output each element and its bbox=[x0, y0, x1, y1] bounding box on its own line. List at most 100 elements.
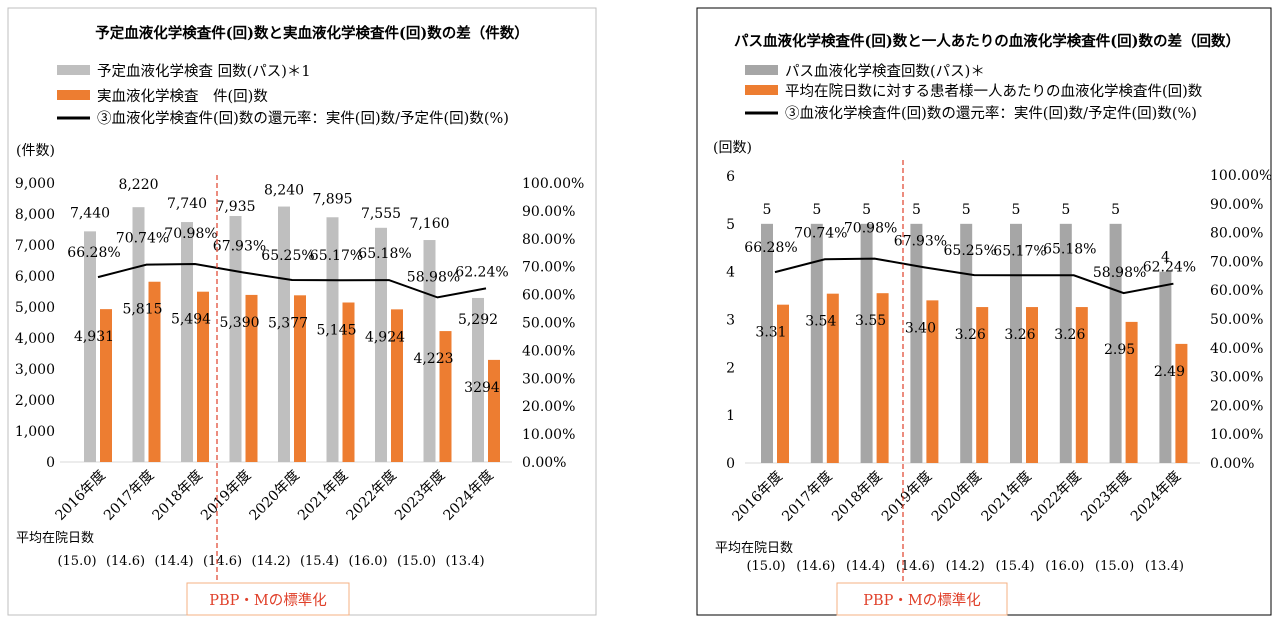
chart1-label-planned: 7,440 bbox=[70, 205, 110, 221]
chart2-bar-actual bbox=[1075, 307, 1088, 463]
chart1-pbp-box bbox=[186, 582, 350, 616]
chart2-stay-value: (13.4) bbox=[1145, 559, 1184, 574]
chart1-ytick: 4,000 bbox=[15, 331, 55, 347]
chart2-ytick: 3 bbox=[726, 313, 735, 329]
chart1-y2tick: 70.00% bbox=[522, 260, 575, 276]
chart2-label-actual: 3.54 bbox=[805, 314, 836, 330]
chart2-stay-value: (15.0) bbox=[746, 559, 785, 574]
chart1-yunit: (件数) bbox=[16, 143, 55, 159]
chart1-y2tick: 0.00% bbox=[522, 455, 566, 471]
chart1-legend-rate: ③血液化学検査件(回)数の還元率：実件(回)数/予定件(回)数(%) bbox=[97, 110, 509, 127]
chart2-y2tick: 80.00% bbox=[1210, 226, 1263, 242]
chart1-stays: (15.0) (14.6) (14.4) (14.6) (14.2) (15.4) (16.… bbox=[57, 554, 484, 569]
chart1-ytick: 5,000 bbox=[15, 300, 55, 316]
chart2-pbp-box bbox=[836, 582, 1008, 616]
chart2-y2tick: 100.00% bbox=[1210, 168, 1272, 184]
chart2-y2tick: 40.00% bbox=[1210, 341, 1263, 357]
chart2-label-actual: 2.95 bbox=[1104, 342, 1135, 358]
chart1-y2tick: 10.00% bbox=[522, 427, 575, 443]
chart1-bar-planned bbox=[278, 206, 290, 462]
chart2-legend-path: パス血液化学検査回数(パス)＊ bbox=[785, 63, 985, 80]
chart1-stay-value: (14.6) bbox=[106, 554, 145, 569]
chart1-ytick: 2,000 bbox=[15, 393, 55, 409]
chart1-label-planned: 5,292 bbox=[458, 312, 498, 328]
chart1-ytick: 8,000 bbox=[15, 207, 55, 223]
chart1-bar-planned bbox=[375, 227, 387, 462]
chart1-stay-label: 平均在院日数 bbox=[16, 531, 94, 546]
chart2-legend-swatch-per-patient bbox=[745, 85, 778, 95]
chart2-bar-actual bbox=[1026, 307, 1038, 463]
chart1-label-rate: 65.17% bbox=[310, 248, 363, 264]
chart2-label-actual: 3.26 bbox=[1054, 327, 1085, 343]
chart2-yunit: (回数) bbox=[713, 140, 752, 156]
chart2-label-rate: 65.18% bbox=[1043, 241, 1096, 257]
chart1-bar-actual bbox=[439, 331, 452, 462]
chart1-legend: 予定血液化学検査 回数(パス)＊1 実血液化学検査 件(回)数 ③血液化学検査件… bbox=[57, 63, 509, 127]
chart1-y2tick: 60.00% bbox=[522, 288, 575, 304]
chart1-bar-planned bbox=[326, 217, 339, 462]
chart2-label-rate: 58.98% bbox=[1093, 265, 1146, 281]
chart2-legend-per-patient: 平均在院日数に対する患者様一人あたりの血液化学検査件(回)数 bbox=[785, 83, 1203, 100]
chart2-label-actual: 3.26 bbox=[1004, 327, 1035, 343]
chart1-label-rate: 66.28% bbox=[67, 245, 120, 261]
chart1-y2tick: 40.00% bbox=[522, 343, 575, 359]
chart1-y2tick: 30.00% bbox=[522, 371, 575, 387]
chart1-ytick: 0 bbox=[46, 455, 55, 471]
chart1-rate-line bbox=[97, 262, 487, 299]
chart2-ytick: 2 bbox=[726, 360, 735, 376]
chart1-stay-value: (14.6) bbox=[203, 554, 242, 569]
chart2-label-planned: 5 bbox=[1061, 202, 1070, 218]
chart2-label-rate: 70.98% bbox=[844, 221, 897, 237]
chart1-label-planned: 7,740 bbox=[167, 196, 207, 212]
chart2-legend-rate: ③血液化学検査件(回)数の還元率：実件(回)数/予定件(回)数(%) bbox=[785, 105, 1197, 122]
chart2-stay-value: (14.2) bbox=[946, 559, 985, 574]
chart2-bar-actual bbox=[826, 293, 839, 463]
chart1-ytick: 1,000 bbox=[15, 424, 55, 440]
chart1-ytick: 3,000 bbox=[15, 362, 55, 378]
chart1-label-planned: 7,895 bbox=[312, 191, 352, 207]
chart1-y2tick: 100.00% bbox=[522, 176, 584, 192]
chart2-rate-line bbox=[774, 257, 1174, 295]
chart2-pbp-label: PBP・Mの標準化 bbox=[863, 592, 981, 609]
chart2-bar-planned bbox=[910, 223, 923, 463]
chart2-stay-value: (14.6) bbox=[796, 559, 835, 574]
chart1-stay-value: (14.4) bbox=[154, 554, 193, 569]
chart1-bar-actual bbox=[245, 294, 258, 462]
chart2-legend-swatch-path bbox=[745, 65, 778, 75]
chart2-y2tick: 10.00% bbox=[1210, 427, 1263, 443]
chart2-ytick: 1 bbox=[726, 408, 735, 424]
chart1-ytick: 7,000 bbox=[15, 238, 55, 254]
chart2-label-rate: 67.93% bbox=[894, 233, 947, 249]
chart2-label-actual: 3.31 bbox=[755, 325, 786, 341]
chart2-y2tick: 30.00% bbox=[1210, 370, 1263, 386]
chart1-bar-actual bbox=[100, 309, 112, 462]
chart2-label-rate: 70.74% bbox=[794, 225, 847, 241]
chart1-bar-actual bbox=[294, 295, 306, 462]
chart1-bar-actual bbox=[148, 281, 161, 462]
chart1-stay-value: (16.0) bbox=[348, 554, 387, 569]
chart1-label-actual: 4,924 bbox=[365, 329, 405, 345]
chart2-label-actual: 3.55 bbox=[855, 313, 886, 329]
chart1-pbp-label: PBP・Mの標準化 bbox=[209, 592, 327, 609]
chart2-label-rate: 65.25% bbox=[944, 243, 997, 259]
chart1-label-actual: 5,145 bbox=[316, 323, 356, 339]
chart1-stay-value: (15.4) bbox=[300, 554, 339, 569]
chart1-label-rate: 58.98% bbox=[407, 269, 460, 285]
chart2-y2tick: 0.00% bbox=[1210, 456, 1254, 472]
chart2-label-planned: 5 bbox=[1111, 202, 1120, 218]
chart1-stay-value: (15.0) bbox=[397, 554, 436, 569]
chart1-label-actual: 4,223 bbox=[413, 351, 453, 367]
chart1-label-actual: 5,494 bbox=[171, 312, 211, 328]
chart2-bar-planned bbox=[1109, 223, 1122, 463]
chart2-label-planned: 4 bbox=[1161, 250, 1170, 266]
chart1-label-planned: 8,220 bbox=[118, 177, 158, 193]
chart2-label-rate: 65.17% bbox=[993, 243, 1046, 259]
chart1-bar-actual bbox=[342, 302, 355, 462]
chart1-bar-planned bbox=[181, 222, 193, 462]
chart1-label-planned: 7,160 bbox=[409, 216, 449, 232]
chart1-label-actual: 5,377 bbox=[268, 315, 308, 331]
chart1-y2tick: 20.00% bbox=[522, 399, 575, 415]
chart1-label-actual: 3294 bbox=[464, 380, 500, 396]
chart2-label-actual: 2.49 bbox=[1154, 364, 1185, 380]
chart1-label-rate: 67.93% bbox=[213, 238, 266, 254]
